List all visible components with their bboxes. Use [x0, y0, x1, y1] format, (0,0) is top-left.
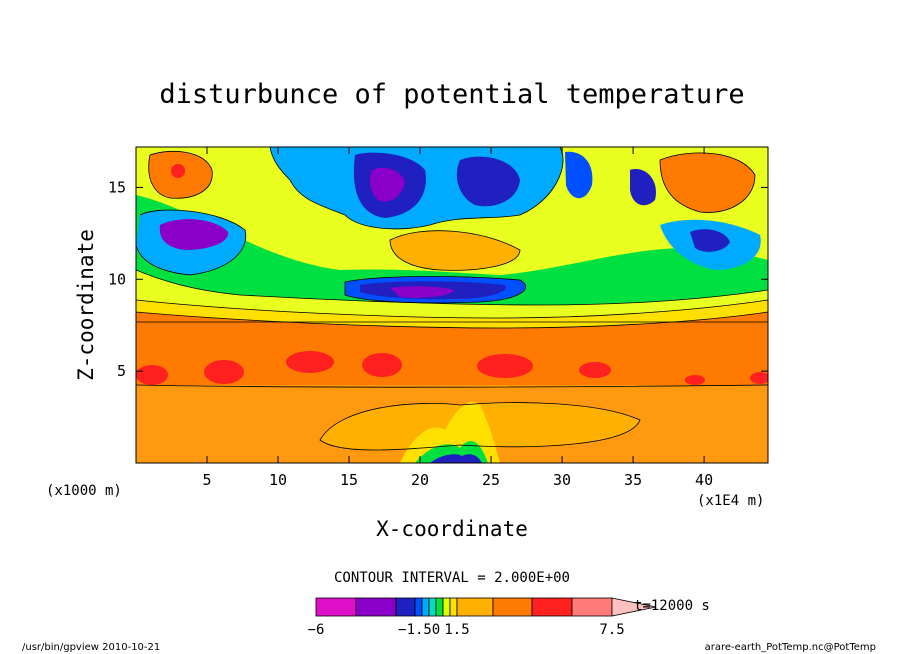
surface-disturbance-deep [430, 454, 482, 463]
contour-interval-text: CONTOUR INTERVAL = 2.000E+00 [334, 570, 570, 586]
colorbar-label: 0 [432, 622, 440, 638]
colorbar-label: −6 [308, 622, 325, 638]
plot-frame [135, 146, 769, 464]
colorbar-label: 7.5 [599, 622, 624, 638]
colorbar-segment [421, 597, 430, 617]
red-oval [204, 360, 244, 384]
yellow-orange-center [390, 230, 520, 271]
time-label: t=12000 s [634, 598, 710, 614]
x-tick-label: 5 [202, 471, 211, 489]
x-tick-label: 10 [269, 471, 287, 489]
blue-patch-far-right [630, 169, 656, 206]
green-zone [136, 195, 768, 305]
red-oval [579, 362, 611, 378]
upper-deep-blue-right [456, 156, 520, 207]
z-unit-label: (x1000 m) [46, 483, 122, 499]
colorbar-segment [428, 597, 437, 617]
x-tick-label: 15 [340, 471, 358, 489]
colorbar-segment [395, 597, 416, 617]
colorbar-segment [442, 597, 451, 617]
z-tick-label: 5 [117, 362, 126, 380]
red-oval [477, 354, 533, 378]
x-tick-label: 35 [624, 471, 642, 489]
colorbar-segment [492, 597, 533, 617]
footer-right: arare-earth_PotTemp.nc@PotTemp [705, 642, 876, 653]
colorbar-segment [355, 597, 397, 617]
transition-bands [136, 300, 768, 328]
colorbar-segment [435, 597, 444, 617]
colorbar-segment [531, 597, 573, 617]
x-unit-label: (x1E4 m) [697, 493, 764, 509]
colorbar-segment [449, 597, 458, 617]
y-axis-label: Z-coordinate [74, 229, 98, 381]
orange-blob-topright [660, 152, 755, 213]
colorbar-label: −1.5 [398, 622, 432, 638]
z-axis: 5 10 15 [108, 178, 768, 380]
blue-blob-right [690, 229, 730, 252]
colorbar-overflow-arrow [611, 597, 657, 617]
colorbar: −6 −1.5 0 1.5 7.5 [308, 597, 657, 638]
chart-title: disturbunce of potential temperature [159, 79, 744, 110]
colorbar-label: 1.5 [444, 622, 469, 638]
upper-purple-center [370, 167, 405, 202]
red-oval [286, 351, 334, 373]
z-tick-label: 10 [108, 270, 126, 288]
red-oval [685, 375, 705, 385]
colorbar-segment [414, 597, 423, 617]
x-tick-label: 40 [695, 471, 713, 489]
x-tick-label: 30 [553, 471, 571, 489]
footer-left: /usr/bin/gpview 2010-10-21 [22, 642, 160, 653]
z-tick-label: 15 [108, 178, 126, 196]
red-oval [362, 353, 402, 377]
plot-area [136, 147, 768, 463]
red-oval [136, 365, 168, 385]
colorbar-segment [315, 597, 357, 617]
colorbar-segment [571, 597, 613, 617]
purple-strip [390, 286, 455, 298]
colorbar-segment [456, 597, 494, 617]
x-tick-label: 20 [411, 471, 429, 489]
blue-patch-right [565, 151, 593, 199]
x-tick-label: 25 [482, 471, 500, 489]
red-oval [750, 372, 768, 384]
red-dot-topleft [171, 164, 185, 178]
purple-blob-left [159, 219, 229, 250]
contour-lines [136, 147, 768, 451]
x-axis-label: X-coordinate [376, 517, 528, 541]
x-axis: 5 10 15 20 25 30 35 40 [202, 147, 713, 489]
